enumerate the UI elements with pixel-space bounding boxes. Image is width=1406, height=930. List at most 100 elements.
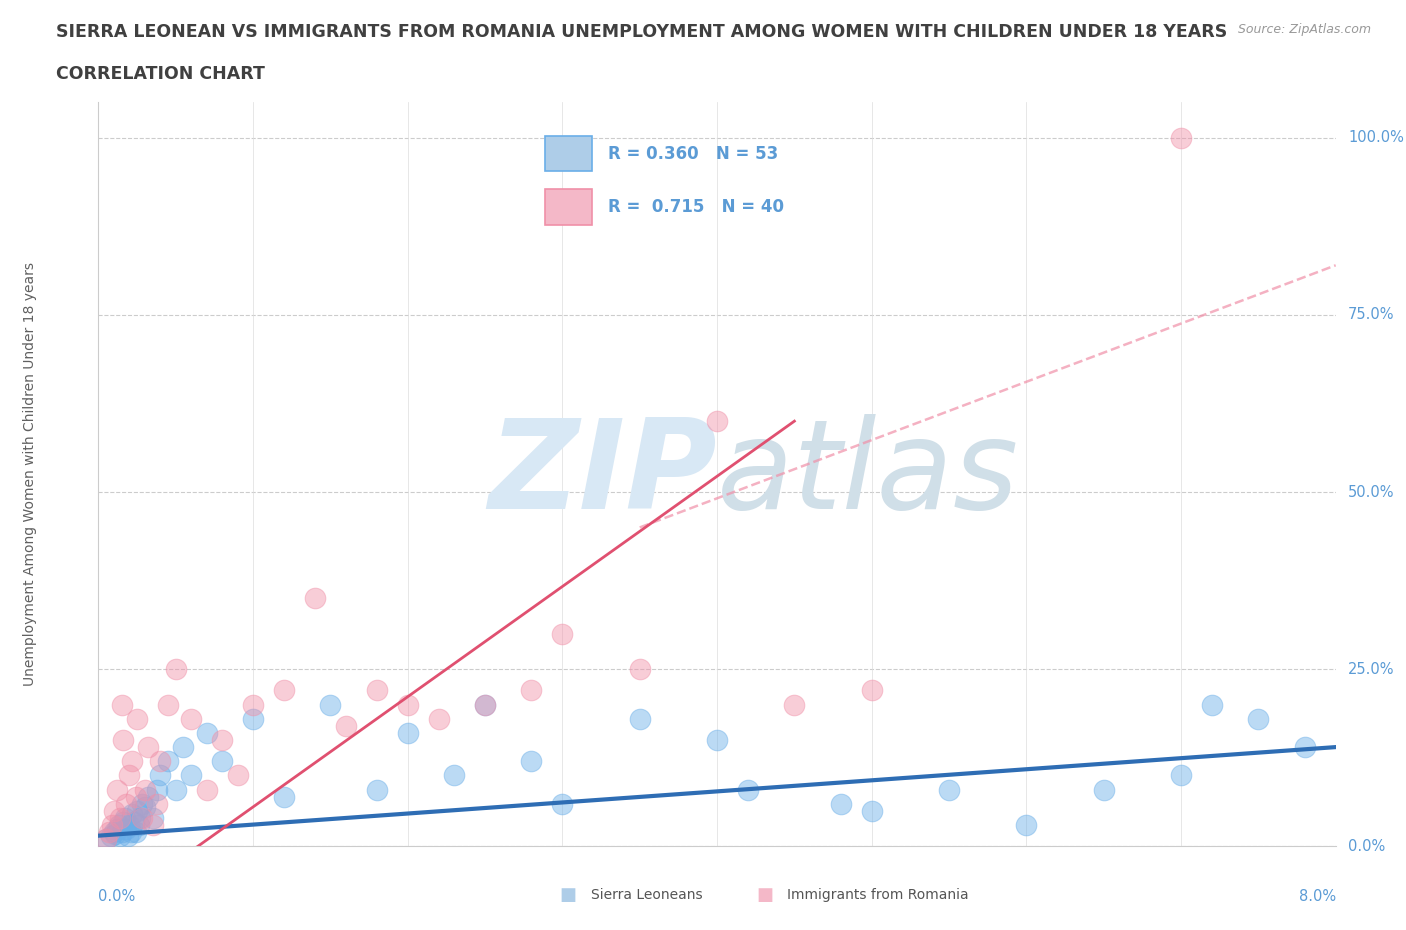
Point — [117, 829, 139, 844]
Text: atlas: atlas — [717, 414, 1019, 535]
Point — [105, 782, 128, 797]
Point — [157, 754, 180, 769]
Point — [120, 825, 142, 840]
Point — [104, 826, 127, 841]
Point — [551, 796, 574, 811]
Point — [134, 782, 156, 797]
Point — [938, 782, 960, 797]
Text: Unemployment Among Women with Children Under 18 years: Unemployment Among Women with Children U… — [24, 262, 38, 686]
Point — [112, 814, 135, 829]
Point — [108, 829, 131, 844]
Text: Immigrants from Romania: Immigrants from Romania — [787, 887, 969, 902]
Point — [149, 768, 172, 783]
Point — [304, 591, 326, 605]
Point — [118, 768, 141, 783]
Point — [551, 626, 574, 641]
Point — [195, 782, 218, 797]
Text: 0.0%: 0.0% — [98, 889, 135, 904]
Point — [101, 817, 124, 832]
Point — [783, 698, 806, 712]
Point — [396, 698, 419, 712]
Point — [860, 804, 883, 818]
Bar — [546, 136, 592, 171]
Text: 100.0%: 100.0% — [1348, 130, 1405, 145]
Point — [427, 711, 450, 726]
Point — [165, 782, 187, 797]
Point — [146, 796, 169, 811]
Point — [115, 796, 138, 811]
Point — [131, 796, 153, 811]
Point — [114, 811, 136, 826]
Point — [129, 811, 152, 826]
Text: R = 0.360   N = 53: R = 0.360 N = 53 — [609, 145, 779, 163]
Point — [157, 698, 180, 712]
Point — [111, 825, 132, 840]
Point — [1015, 817, 1038, 832]
Point — [242, 698, 264, 712]
Point — [121, 754, 143, 769]
Point — [1170, 130, 1192, 145]
Point — [105, 821, 128, 836]
Point — [127, 711, 149, 726]
Point — [242, 711, 264, 726]
Point — [1201, 698, 1223, 712]
Point — [366, 782, 388, 797]
Text: ■: ■ — [756, 885, 773, 904]
Point — [127, 804, 149, 818]
Point — [1092, 782, 1115, 797]
Point — [737, 782, 759, 797]
Point — [366, 683, 388, 698]
Point — [98, 825, 121, 840]
Text: 8.0%: 8.0% — [1299, 889, 1336, 904]
Text: SIERRA LEONEAN VS IMMIGRANTS FROM ROMANIA UNEMPLOYMENT AMONG WOMEN WITH CHILDREN: SIERRA LEONEAN VS IMMIGRANTS FROM ROMANI… — [56, 23, 1227, 41]
Point — [165, 662, 187, 677]
Point — [520, 683, 543, 698]
Point — [149, 754, 172, 769]
Point — [180, 711, 202, 726]
Point — [121, 807, 143, 822]
Point — [474, 698, 496, 712]
Point — [111, 698, 132, 712]
Text: Sierra Leoneans: Sierra Leoneans — [591, 887, 702, 902]
Point — [112, 733, 135, 748]
Bar — [546, 190, 592, 225]
Point — [211, 754, 233, 769]
Text: 25.0%: 25.0% — [1348, 661, 1395, 677]
Point — [180, 768, 202, 783]
Point — [107, 817, 129, 832]
Point — [319, 698, 342, 712]
Point — [706, 733, 728, 748]
Point — [1170, 768, 1192, 783]
Point — [122, 814, 145, 829]
Point — [830, 796, 852, 811]
Text: 0.0%: 0.0% — [1348, 839, 1385, 854]
Point — [100, 829, 122, 844]
Point — [124, 825, 146, 840]
Point — [195, 725, 218, 740]
Point — [628, 711, 651, 726]
Point — [335, 718, 357, 733]
Point — [96, 831, 118, 846]
Point — [136, 790, 159, 804]
Point — [141, 817, 165, 832]
Point — [273, 683, 295, 698]
Point — [628, 662, 651, 677]
Point — [124, 790, 146, 804]
Point — [103, 825, 125, 840]
Point — [1247, 711, 1270, 726]
Point — [128, 817, 150, 832]
Point — [108, 811, 131, 826]
Text: ZIP: ZIP — [488, 414, 717, 535]
Text: 75.0%: 75.0% — [1348, 308, 1395, 323]
Point — [273, 790, 295, 804]
Point — [146, 782, 169, 797]
Text: R =  0.715   N = 40: R = 0.715 N = 40 — [609, 198, 785, 216]
Point — [443, 768, 465, 783]
Text: ■: ■ — [560, 885, 576, 904]
Point — [520, 754, 543, 769]
Point — [103, 804, 125, 818]
Point — [211, 733, 233, 748]
Point — [172, 739, 194, 754]
Point — [396, 725, 419, 740]
Point — [115, 821, 138, 836]
